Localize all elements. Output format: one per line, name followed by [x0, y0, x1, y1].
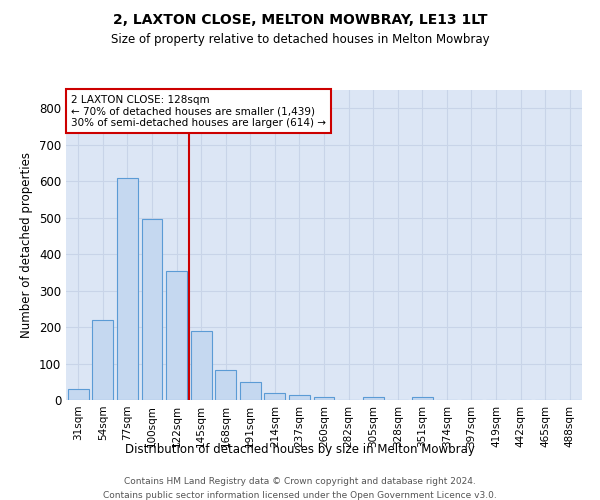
Bar — [142, 220, 163, 400]
Text: 2, LAXTON CLOSE, MELTON MOWBRAY, LE13 1LT: 2, LAXTON CLOSE, MELTON MOWBRAY, LE13 1L… — [113, 12, 487, 26]
Text: Distribution of detached houses by size in Melton Mowbray: Distribution of detached houses by size … — [125, 442, 475, 456]
Bar — [117, 178, 138, 400]
Text: 2 LAXTON CLOSE: 128sqm
← 70% of detached houses are smaller (1,439)
30% of semi-: 2 LAXTON CLOSE: 128sqm ← 70% of detached… — [71, 94, 326, 128]
Bar — [240, 382, 261, 400]
Bar — [215, 370, 236, 400]
Text: Contains HM Land Registry data © Crown copyright and database right 2024.: Contains HM Land Registry data © Crown c… — [124, 478, 476, 486]
Bar — [362, 397, 383, 400]
Bar — [265, 392, 286, 400]
Y-axis label: Number of detached properties: Number of detached properties — [20, 152, 34, 338]
Bar — [68, 389, 89, 400]
Bar — [314, 397, 334, 400]
Bar — [92, 320, 113, 400]
Bar — [191, 332, 212, 400]
Bar — [412, 397, 433, 400]
Text: Size of property relative to detached houses in Melton Mowbray: Size of property relative to detached ho… — [110, 32, 490, 46]
Bar — [166, 272, 187, 400]
Text: Contains public sector information licensed under the Open Government Licence v3: Contains public sector information licen… — [103, 491, 497, 500]
Bar — [289, 394, 310, 400]
